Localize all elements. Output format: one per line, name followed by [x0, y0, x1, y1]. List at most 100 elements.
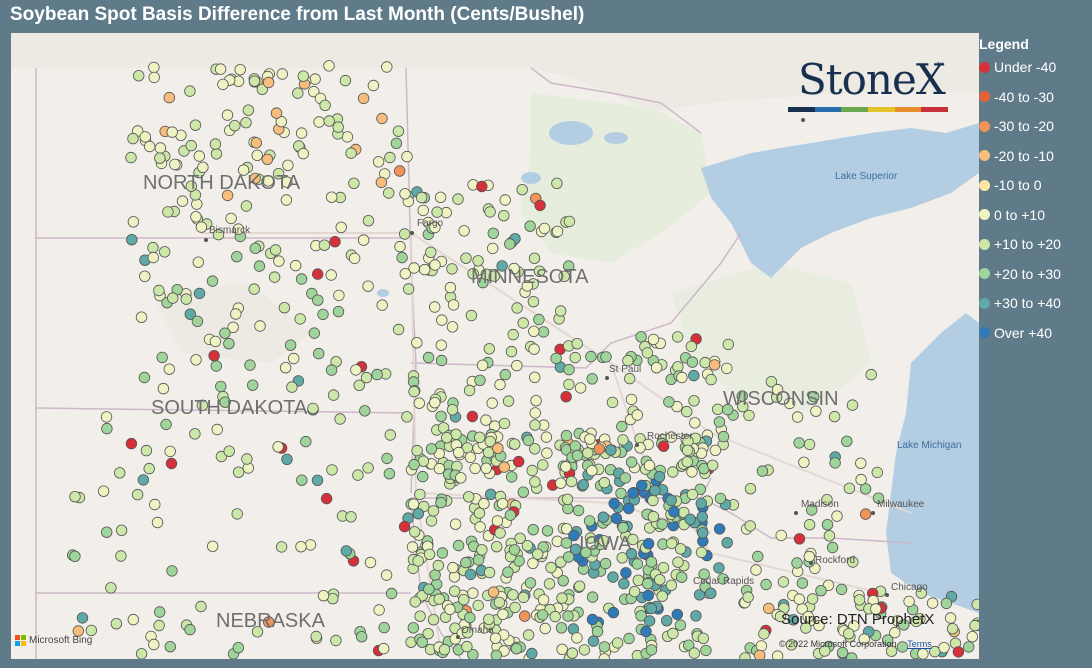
basis-point [251, 149, 263, 162]
basis-point [645, 556, 658, 568]
basis-point [254, 320, 266, 332]
basis-point [446, 321, 459, 333]
basis-point [647, 333, 660, 346]
legend-item[interactable]: +10 to +20 [979, 233, 1061, 255]
basis-point [631, 409, 644, 421]
legend-item[interactable]: +20 to +30 [979, 263, 1061, 285]
basis-point [253, 260, 266, 272]
basis-point [777, 576, 790, 588]
basis-point [599, 557, 612, 570]
basis-point [672, 331, 684, 343]
basis-point [467, 587, 479, 599]
basis-point [843, 482, 856, 495]
basis-point [466, 410, 479, 423]
basis-point [674, 619, 687, 631]
legend-item[interactable]: +30 to +40 [979, 292, 1061, 314]
basis-point [653, 471, 666, 483]
basis-point [232, 466, 245, 478]
basis-point [952, 646, 965, 658]
basis-point [721, 537, 733, 549]
basis-point [269, 244, 282, 256]
legend-item-label: Over +40 [994, 324, 1052, 341]
basis-point [562, 551, 575, 563]
city-label: Bismarck [209, 225, 251, 236]
basis-point [898, 619, 910, 631]
basis-point [149, 498, 161, 511]
legend-item[interactable]: 0 to +10 [979, 204, 1045, 226]
basis-point [847, 556, 859, 568]
basis-point [791, 411, 804, 423]
basis-point [506, 471, 518, 483]
legend-item[interactable]: Under -40 [979, 56, 1056, 78]
map-canvas[interactable]: NORTH DAKOTA MINNESOTA SOUTH DAKOTA WISC… [11, 33, 979, 659]
legend-item-label: -10 to 0 [994, 177, 1042, 193]
stonex-logo: StoneX ™ [786, 55, 951, 117]
basis-point [148, 71, 160, 84]
basis-point [210, 148, 223, 160]
basis-point [97, 485, 110, 497]
basis-point [401, 150, 413, 163]
basis-point [335, 221, 347, 234]
legend-color-dot-icon [979, 120, 990, 132]
basis-point [527, 296, 540, 308]
basis-point [722, 403, 734, 416]
basis-point [584, 433, 596, 445]
basis-point [396, 251, 408, 264]
basis-point [712, 403, 724, 416]
basis-point [721, 362, 733, 375]
legend-item[interactable]: -30 to -20 [979, 115, 1054, 137]
legend-item[interactable]: Over +40 [979, 322, 1052, 344]
basis-point [407, 622, 420, 634]
basis-point [409, 526, 421, 538]
basis-point [455, 472, 467, 484]
basis-point [635, 610, 647, 622]
legend-item[interactable]: -10 to 0 [979, 174, 1041, 196]
basis-point [846, 652, 858, 659]
basis-point [563, 363, 575, 376]
basis-point [686, 466, 698, 478]
basis-point [353, 379, 365, 392]
legend-item[interactable]: -40 to -30 [979, 86, 1054, 108]
basis-point [758, 628, 770, 640]
basis-point [460, 252, 472, 264]
basis-point [944, 612, 957, 624]
basis-point [491, 541, 503, 553]
terms-link[interactable]: Terms [907, 639, 932, 649]
basis-point [227, 321, 239, 334]
basis-point [487, 586, 500, 598]
basis-point [312, 268, 324, 280]
basis-point [787, 614, 800, 626]
basis-point [756, 465, 769, 477]
legend-color-dot-icon [979, 327, 990, 338]
basis-point [826, 541, 839, 554]
bing-attribution: Microsoft Bing [15, 635, 92, 646]
basis-point [598, 641, 611, 653]
legend-item[interactable]: -20 to -10 [979, 145, 1054, 167]
basis-point [244, 359, 256, 371]
basis-point [859, 483, 872, 495]
basis-point [460, 556, 472, 569]
copyright-text: © 2022 Microsoft Corporation [779, 639, 897, 649]
map-view[interactable]: NORTH DAKOTA MINNESOTA SOUTH DAKOTA WISC… [11, 33, 979, 659]
basis-point [189, 428, 201, 440]
basis-point [872, 492, 885, 504]
basis-point [69, 491, 81, 503]
basis-point [398, 520, 411, 533]
basis-point [521, 540, 534, 552]
basis-point [85, 624, 98, 637]
basis-point [618, 577, 630, 590]
basis-point [586, 465, 598, 477]
basis-point [449, 518, 462, 530]
basis-point [185, 139, 197, 152]
basis-point [348, 177, 360, 190]
basis-point [139, 131, 152, 143]
basis-point [640, 625, 652, 638]
basis-point [364, 556, 377, 569]
basis-point [281, 453, 293, 466]
basis-point [345, 511, 357, 523]
basis-point [371, 368, 383, 381]
basis-point [623, 502, 635, 515]
basis-point [803, 519, 816, 531]
basis-point [657, 440, 670, 452]
basis-point [384, 151, 396, 164]
